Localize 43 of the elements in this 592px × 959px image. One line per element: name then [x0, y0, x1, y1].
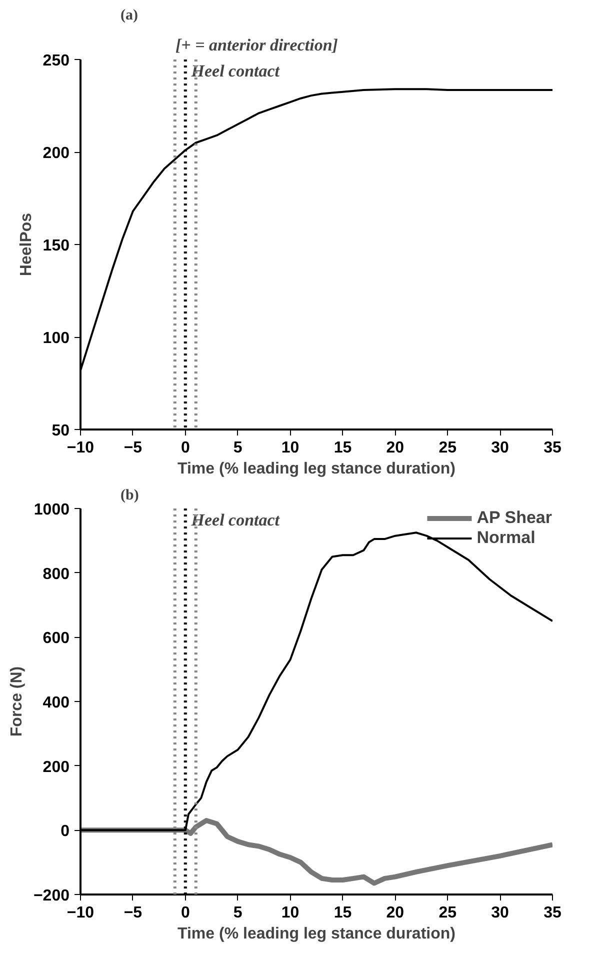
- y-tick-label: 200: [42, 758, 70, 776]
- y-tick-label: 50: [52, 422, 70, 440]
- x-tick-label: −10: [66, 904, 94, 922]
- x-tick-label: 20: [386, 440, 404, 456]
- x-tick-label: 0: [180, 904, 190, 922]
- x-tick-label: 25: [438, 904, 457, 922]
- x-tick-label: 35: [544, 904, 562, 922]
- x-tick-label: 35: [544, 440, 562, 456]
- chart-title: (b): [120, 488, 139, 504]
- y-tick-label: 150: [42, 238, 70, 254]
- legend-label: AP Shear: [476, 508, 552, 528]
- x-axis-title: Time (% leading leg stance duration): [178, 926, 456, 942]
- y-tick-label: 250: [42, 52, 70, 70]
- x-tick-label: 15: [334, 904, 352, 922]
- y-tick-label: 200: [42, 145, 70, 162]
- y-axis-title: Force (N): [8, 666, 26, 737]
- y-tick-label: 0: [60, 823, 70, 840]
- y-axis-title: HeelPos: [18, 212, 35, 276]
- ref-line-label: Heel contact: [190, 510, 281, 530]
- x-tick-label: 25: [438, 440, 457, 456]
- x-tick-label: −5: [124, 440, 142, 456]
- x-tick-label: 5: [233, 904, 242, 922]
- x-tick-label: 15: [334, 440, 352, 456]
- x-tick-label: 0: [180, 440, 190, 456]
- x-tick-label: 20: [386, 904, 404, 922]
- y-tick-label: −200: [33, 888, 70, 904]
- x-tick-label: 30: [491, 440, 510, 456]
- y-tick-label: 600: [42, 630, 70, 648]
- ref-line-label: Heel contact: [190, 62, 281, 80]
- y-tick-label: 100: [42, 330, 70, 347]
- legend-label: Normal: [476, 528, 536, 548]
- y-tick-label: 400: [42, 694, 70, 712]
- x-axis-title: Time (% leading leg stance duration): [178, 460, 456, 478]
- x-tick-label: 10: [281, 440, 300, 456]
- x-tick-label: 30: [491, 904, 510, 922]
- y-tick-label: 1000: [34, 502, 70, 518]
- x-tick-label: 5: [233, 440, 242, 456]
- x-tick-label: −5: [124, 904, 142, 922]
- chart-title: (a): [120, 8, 138, 24]
- text: [+ = anterior direction]: [176, 36, 338, 54]
- y-tick-label: 800: [42, 566, 70, 583]
- x-tick-label: 10: [281, 904, 300, 922]
- x-tick-label: −10: [66, 440, 94, 456]
